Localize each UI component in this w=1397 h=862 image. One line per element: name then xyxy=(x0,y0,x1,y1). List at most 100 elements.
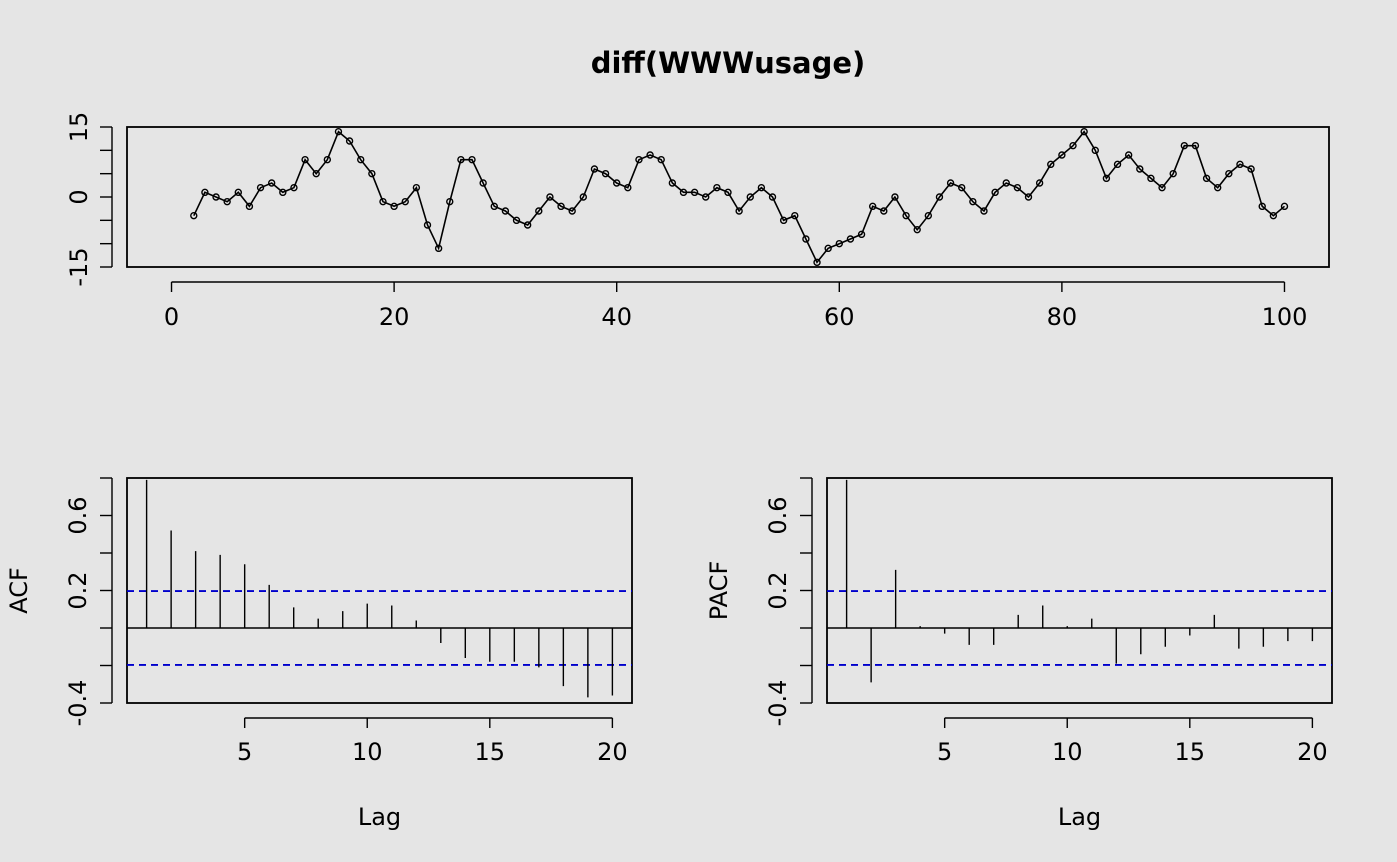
data-point xyxy=(991,188,999,197)
data-point xyxy=(1136,165,1144,173)
x-tick-label: 40 xyxy=(601,303,632,331)
data-point xyxy=(490,202,498,211)
data-point xyxy=(201,188,209,197)
data-point xyxy=(635,155,643,164)
data-point xyxy=(523,221,532,229)
x-tick-label: 5 xyxy=(937,738,952,766)
data-point xyxy=(902,211,910,220)
data-point xyxy=(969,197,977,206)
data-point xyxy=(891,193,899,201)
x-tick-label: 10 xyxy=(1052,738,1083,766)
data-point xyxy=(913,225,921,234)
data-point xyxy=(368,169,376,178)
x-tick-label: 0 xyxy=(164,303,179,331)
data-point xyxy=(813,258,821,267)
data-point xyxy=(390,202,398,211)
y-tick-label: 0.2 xyxy=(64,571,92,609)
data-point xyxy=(1247,165,1255,173)
data-point xyxy=(857,230,866,239)
data-point xyxy=(1035,179,1044,187)
data-point xyxy=(935,193,944,201)
plot-frame xyxy=(126,126,1330,268)
data-point xyxy=(301,155,309,164)
data-point xyxy=(1058,151,1066,159)
data-point xyxy=(1169,169,1177,178)
y-tick-label: 0 xyxy=(65,189,93,204)
y-tick-label: 0.2 xyxy=(764,571,792,609)
y-tick-label: 0.6 xyxy=(64,496,92,534)
x-axis: 5 10 15 20 Lag xyxy=(237,717,628,831)
y-axis-label: ACF xyxy=(5,567,33,614)
series-line xyxy=(193,130,1286,264)
data-point xyxy=(690,188,699,197)
data-point xyxy=(791,211,799,220)
correlation-spikes xyxy=(145,479,614,698)
data-point xyxy=(267,179,276,187)
data-point xyxy=(434,244,443,253)
data-point xyxy=(624,183,632,192)
data-point xyxy=(190,211,198,220)
data-point xyxy=(802,235,810,243)
data-point xyxy=(924,211,933,220)
data-point xyxy=(457,155,465,164)
data-point xyxy=(880,207,888,215)
data-point xyxy=(646,151,654,159)
data-point xyxy=(423,221,432,229)
data-point xyxy=(1214,183,1222,192)
data-point xyxy=(746,193,754,201)
data-point xyxy=(379,197,387,206)
x-tick-label: 10 xyxy=(352,738,383,766)
data-point xyxy=(323,155,332,164)
data-point xyxy=(1091,146,1099,155)
y-tick-label: -15 xyxy=(65,247,93,286)
time-series-panel: 0 20 40 60 80 100 -15 0 15 xyxy=(65,112,1330,331)
data-point xyxy=(501,207,510,215)
data-point xyxy=(868,202,877,211)
data-point xyxy=(824,244,832,253)
x-tick-label: 20 xyxy=(379,303,410,331)
y-axis-label: PACF xyxy=(705,561,733,621)
chart-title: diff(WWWusage) xyxy=(591,46,866,80)
x-tick-label: 20 xyxy=(597,738,628,766)
data-point xyxy=(601,169,610,178)
data-point xyxy=(535,207,543,215)
series-points xyxy=(190,127,1289,267)
data-point xyxy=(980,207,988,215)
data-point xyxy=(223,197,231,206)
data-point xyxy=(713,183,721,192)
pacf-panel: 5 10 15 20 Lag -0.4 0.2 0.6 PACF xyxy=(705,477,1333,831)
y-axis: -15 0 15 xyxy=(65,112,113,287)
data-point xyxy=(846,235,855,243)
data-point xyxy=(1180,141,1189,150)
x-axis-label: Lag xyxy=(358,803,401,831)
y-axis: -0.4 0.2 0.6 PACF xyxy=(705,477,813,726)
data-point xyxy=(679,188,688,197)
x-tick-label: 100 xyxy=(1262,303,1308,331)
data-point xyxy=(1147,174,1155,183)
data-point xyxy=(1013,183,1022,192)
data-point xyxy=(245,202,254,211)
data-point xyxy=(590,165,599,173)
data-point xyxy=(1124,151,1133,159)
data-point xyxy=(668,179,677,187)
data-point xyxy=(1158,183,1166,192)
data-point xyxy=(768,193,777,201)
correlation-spikes xyxy=(845,479,1314,683)
acf-panel: 5 10 15 20 Lag -0.4 0.2 0.6 ACF xyxy=(5,477,633,831)
data-point xyxy=(446,197,454,206)
x-tick-label: 15 xyxy=(475,738,506,766)
x-tick-label: 15 xyxy=(1175,738,1206,766)
data-point xyxy=(357,155,365,164)
data-point xyxy=(946,179,955,187)
data-point xyxy=(256,183,265,192)
data-point xyxy=(1113,160,1122,169)
y-tick-label: 15 xyxy=(65,112,93,143)
data-point xyxy=(1002,179,1010,187)
data-point xyxy=(345,137,354,145)
data-point xyxy=(568,207,576,215)
y-tick-label: -0.4 xyxy=(64,680,92,727)
data-point xyxy=(835,239,843,248)
data-point xyxy=(468,155,476,164)
data-point xyxy=(1047,160,1055,169)
